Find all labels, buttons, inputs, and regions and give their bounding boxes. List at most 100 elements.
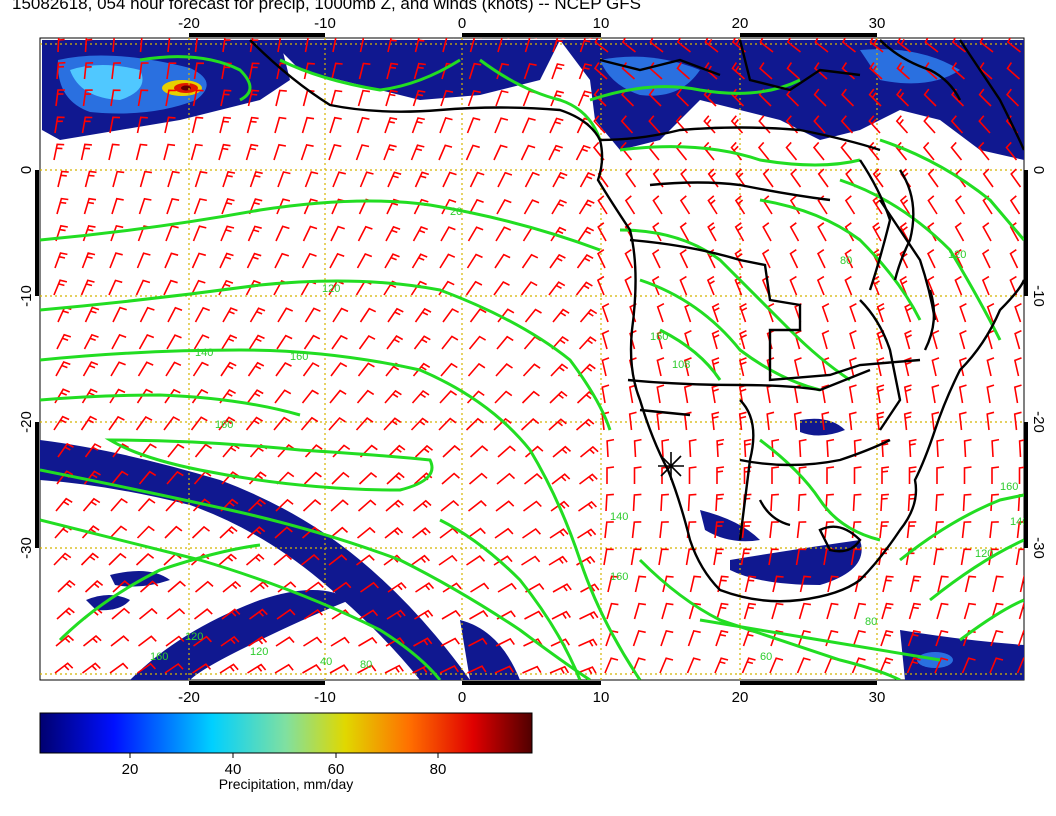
wind-barb [356, 526, 376, 539]
wind-barb [356, 253, 373, 269]
wind-barb [164, 116, 176, 134]
wind-barb [330, 225, 345, 242]
wind-barb [661, 438, 670, 458]
lon-labels-top: -20 -10 0 10 20 30 [178, 15, 885, 32]
wind-barb [385, 225, 401, 242]
wind-barb [358, 334, 376, 350]
wind-barb [734, 195, 746, 215]
lat-lon-grid [40, 38, 1024, 680]
wind-barb [442, 444, 461, 458]
lat-tick: -10 [18, 285, 35, 307]
contour-label: 108 [672, 359, 690, 371]
wind-barb [275, 225, 290, 242]
wind-barb [841, 62, 856, 80]
wind-barb [520, 418, 540, 431]
wind-barb [853, 438, 862, 458]
wind-barb [442, 38, 454, 53]
frame-ticks [35, 33, 1028, 685]
wind-barb [735, 168, 747, 188]
wind-barb [959, 329, 967, 350]
colorbar-label: Precipitation, mm/day [218, 776, 354, 792]
wind-barb [951, 62, 966, 80]
contour-label: 80 [360, 659, 372, 671]
colorbar: 20 40 60 80 [39, 712, 533, 778]
wind-barb [302, 499, 322, 512]
wind-barb [597, 222, 607, 242]
wind-barb [990, 629, 1004, 647]
wind-barb [986, 384, 995, 404]
wind-barb [1006, 62, 1021, 80]
wind-barb [525, 582, 545, 593]
contour-label: 80 [840, 255, 852, 267]
wind-barb [620, 141, 633, 161]
contour-label: 120 [975, 548, 993, 560]
wind-barb [628, 411, 637, 431]
wind-barb [740, 548, 752, 566]
wind-barb [880, 493, 889, 512]
wind-barb [907, 629, 921, 647]
lat-tick: -20 [18, 411, 35, 433]
wind-barb [845, 168, 857, 188]
wind-barb [624, 275, 633, 296]
wind-barb [495, 637, 515, 647]
wind-barb [937, 575, 949, 593]
lon-tick: 10 [593, 15, 610, 32]
wind-barb [139, 443, 157, 458]
wind-barb [276, 608, 296, 620]
wind-barb [1006, 88, 1020, 107]
wind-barb [355, 417, 374, 431]
wind-barb [552, 38, 565, 53]
wind-barb [469, 171, 485, 188]
wind-barb [717, 575, 729, 593]
wind-barb [469, 308, 487, 323]
wind-barb [192, 498, 211, 512]
wind-barb [904, 329, 912, 350]
wind-barb [192, 361, 209, 377]
wind-barb [596, 249, 606, 269]
wind-barb [328, 143, 342, 161]
wind-barb [358, 62, 371, 80]
wind-barb [137, 498, 156, 512]
wind-barb [356, 554, 375, 566]
wind-barb [469, 38, 482, 53]
wind-barb [55, 497, 73, 512]
wind-barb [741, 521, 752, 539]
wind-barb [84, 443, 102, 458]
wind-barb [273, 416, 291, 431]
wind-barb [604, 521, 614, 539]
wind-barb [135, 415, 153, 431]
wind-barb [551, 610, 571, 620]
contour-label: 20 [450, 206, 462, 218]
wind-barb [84, 306, 100, 323]
wind-barb [220, 361, 237, 377]
wind-barb [194, 38, 198, 53]
wind-barb [167, 443, 185, 458]
wind-barb [109, 116, 121, 134]
wind-barb [275, 498, 294, 512]
wind-barb [706, 275, 715, 296]
wind-barb [387, 171, 402, 188]
wind-barb [301, 526, 321, 539]
wind-barb [497, 582, 517, 593]
wind-barb [876, 302, 885, 323]
wind-barb [300, 416, 319, 431]
wind-barb [661, 602, 674, 620]
wind-barb [468, 198, 484, 215]
wind-barb [652, 195, 663, 215]
wind-barb [633, 602, 647, 620]
wind-barb [714, 521, 724, 539]
wind-barb [816, 275, 825, 296]
lon-tick: 20 [732, 689, 749, 706]
wind-barb [840, 141, 853, 161]
wind-barb [412, 527, 431, 539]
wind-barb [438, 144, 453, 161]
wind-barb [190, 143, 203, 161]
wind-barb [112, 170, 125, 188]
wind-barb [715, 629, 729, 647]
wind-barb [246, 526, 266, 539]
wind-barb [330, 89, 343, 107]
wind-barb [908, 602, 922, 620]
wind-barb [303, 198, 318, 215]
wind-barb [222, 170, 236, 188]
wind-barb [772, 575, 784, 593]
